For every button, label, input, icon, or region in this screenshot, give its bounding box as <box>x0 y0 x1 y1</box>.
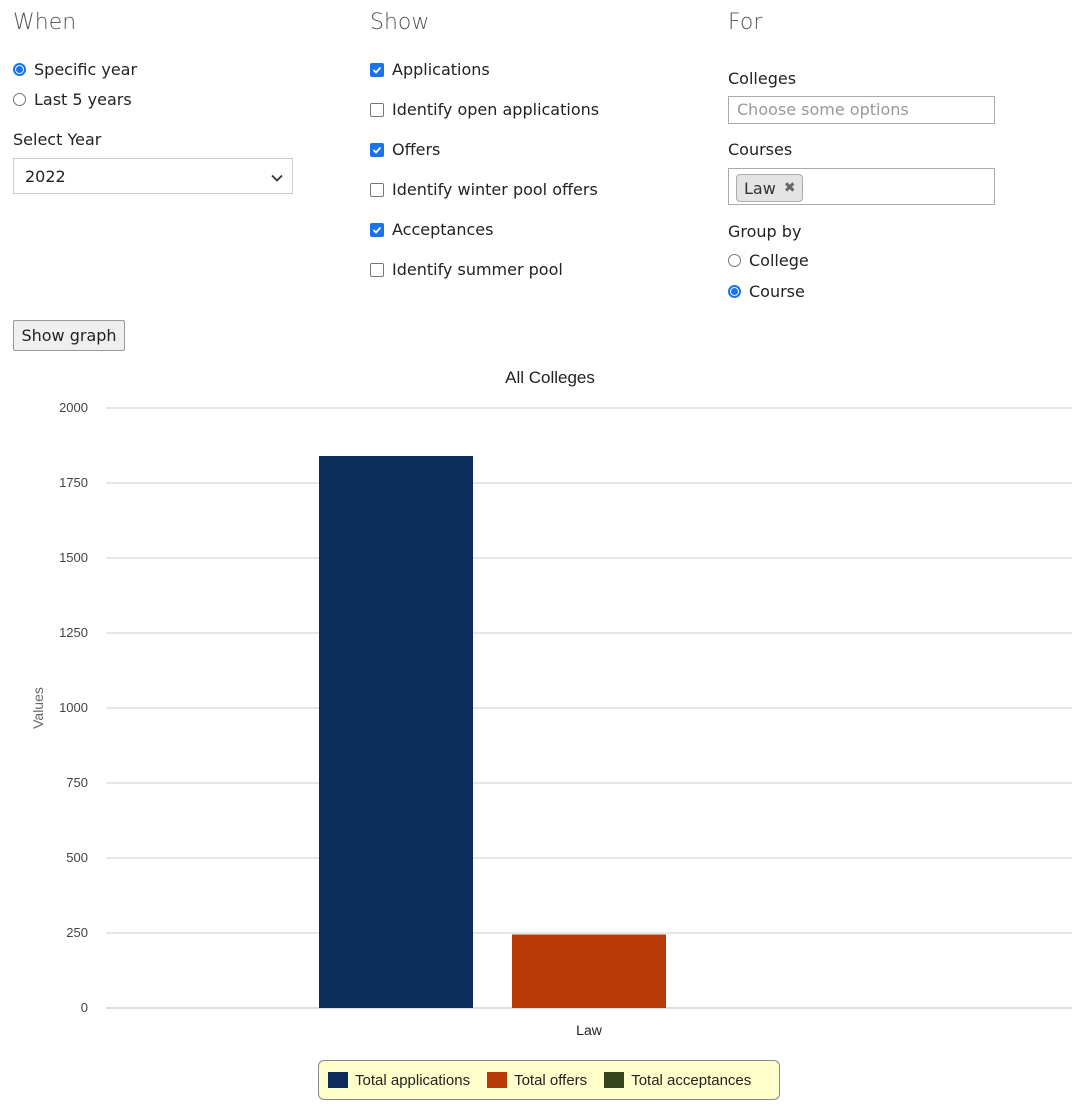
close-icon[interactable]: ✖ <box>783 180 796 196</box>
course-tag: Law ✖ <box>736 174 803 202</box>
y-tick-label: 750 <box>66 775 88 790</box>
identify-winter-pool-checkbox[interactable]: Identify winter pool offers <box>370 180 598 199</box>
courses-multiselect[interactable]: Law ✖ <box>728 168 995 205</box>
acceptances-label: Acceptances <box>392 220 494 239</box>
y-tick-label: 1750 <box>59 475 88 490</box>
course-tag-label: Law <box>744 178 776 198</box>
legend-swatch <box>328 1072 348 1088</box>
bar-total-offers <box>512 934 666 1008</box>
legend-label: Total offers <box>514 1071 588 1089</box>
last-5-years-radio[interactable]: Last 5 years <box>13 90 132 109</box>
y-axis-label: Values <box>30 687 46 729</box>
identify-summer-pool-label: Identify summer pool <box>392 260 563 279</box>
legend-item: Total offers <box>487 1072 587 1089</box>
y-tick-label: 1500 <box>59 550 88 565</box>
select-year-value: 2022 <box>25 166 66 186</box>
group-by-course-radio[interactable]: Course <box>728 282 805 301</box>
when-heading: When <box>13 10 77 35</box>
y-tick-label: 2000 <box>59 400 88 415</box>
chevron-down-icon <box>270 170 284 189</box>
checkbox-empty-icon[interactable] <box>370 262 384 277</box>
chart-title: All Colleges <box>505 368 595 387</box>
applications-checkbox[interactable]: Applications <box>370 60 490 79</box>
legend-swatch <box>487 1072 508 1088</box>
checkbox-empty-icon[interactable] <box>370 102 384 117</box>
group-by-college-radio[interactable]: College <box>728 251 809 270</box>
specific-year-label: Specific year <box>34 60 138 79</box>
legend-swatch <box>604 1072 625 1088</box>
x-category-label: Law <box>576 1022 603 1038</box>
identify-winter-pool-label: Identify winter pool offers <box>392 180 598 199</box>
bar-total-applications <box>319 456 473 1008</box>
colleges-multiselect[interactable]: Choose some options <box>728 96 995 124</box>
colleges-label: Colleges <box>728 69 797 88</box>
radio-selected-icon[interactable] <box>728 285 741 298</box>
select-year-label: Select Year <box>13 130 102 149</box>
for-heading: For <box>728 10 763 35</box>
acceptances-checkbox[interactable]: Acceptances <box>370 220 493 239</box>
y-tick-label: 1000 <box>59 700 88 715</box>
group-by-course-label: Course <box>749 282 805 301</box>
checkbox-empty-icon[interactable] <box>370 182 384 197</box>
offers-label: Offers <box>392 140 441 159</box>
legend-label: Total applications <box>355 1071 471 1089</box>
legend-label: Total acceptances <box>631 1071 752 1089</box>
radio-unselected-icon[interactable] <box>728 254 741 267</box>
y-tick-label: 1250 <box>59 625 88 640</box>
radio-unselected-icon[interactable] <box>13 93 26 106</box>
show-heading: Show <box>370 10 430 35</box>
select-year-dropdown[interactable]: 2022 <box>13 158 293 194</box>
last-5-years-label: Last 5 years <box>34 90 132 109</box>
show-graph-button[interactable]: Show graph <box>13 320 125 351</box>
y-tick-label: 500 <box>66 850 88 865</box>
chart-legend: Total applications Total offers Total acce… <box>318 1060 780 1100</box>
colleges-placeholder: Choose some options <box>737 100 909 119</box>
identify-open-applications-label: Identify open applications <box>392 100 600 119</box>
bar-chart: All Colleges 0 250 500 750 1000 1250 1500 1750 20… <box>30 368 1072 1038</box>
group-by-college-label: College <box>749 251 809 270</box>
courses-label: Courses <box>728 140 793 159</box>
offers-checkbox[interactable]: Offers <box>370 140 440 159</box>
checkmark-icon[interactable] <box>370 222 384 237</box>
radio-selected-icon[interactable] <box>13 63 26 76</box>
y-tick-label: 250 <box>66 925 88 940</box>
applications-label: Applications <box>392 60 490 79</box>
identify-summer-pool-checkbox[interactable]: Identify summer pool <box>370 260 563 279</box>
checkmark-icon[interactable] <box>370 62 384 77</box>
y-tick-label: 0 <box>81 1000 88 1015</box>
group-by-label: Group by <box>728 222 802 241</box>
identify-open-applications-checkbox[interactable]: Identify open applications <box>370 100 599 119</box>
legend-item: Total acceptances <box>604 1072 751 1089</box>
checkmark-icon[interactable] <box>370 142 384 157</box>
specific-year-radio[interactable]: Specific year <box>13 60 137 79</box>
legend-item: Total applications <box>328 1072 470 1089</box>
